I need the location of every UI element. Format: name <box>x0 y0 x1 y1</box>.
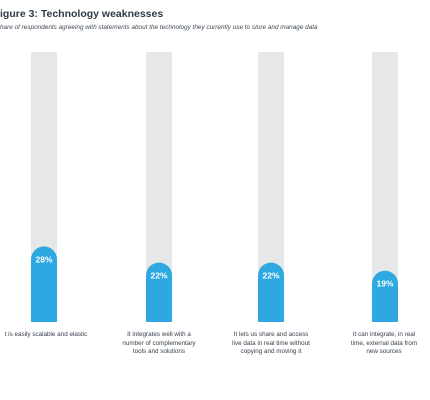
value-label: 19% <box>376 279 393 289</box>
value-labels: 28% 22% 22% 19% <box>35 254 393 288</box>
chart-title: igure 3: Technology weaknesses <box>0 8 164 20</box>
value-label: 22% <box>262 271 279 281</box>
value-label: 28% <box>35 254 52 264</box>
category-label: It lets us share and access live data in… <box>232 331 310 356</box>
value-label: 22% <box>150 271 167 281</box>
bar <box>31 246 57 322</box>
bar <box>146 262 172 322</box>
category-label: It can integrate, in real time, external… <box>350 331 418 356</box>
category-label: t is easily scalable and elastic <box>4 331 88 338</box>
bar <box>372 270 398 322</box>
chart-subtitle: hare of respondents agreeing with statem… <box>0 24 318 31</box>
bars <box>31 246 398 322</box>
bar-tracks <box>31 52 398 322</box>
bar <box>258 262 284 322</box>
category-label: It integrates well with a number of comp… <box>122 331 196 356</box>
